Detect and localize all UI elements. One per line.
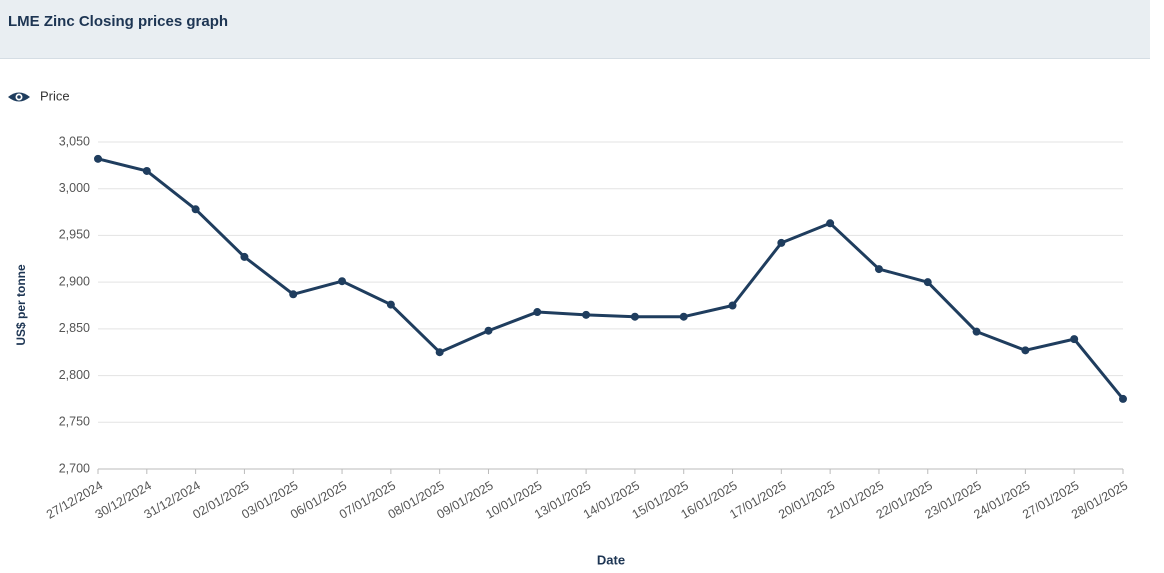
point	[338, 277, 347, 286]
y-tick-label: 3,050	[59, 134, 90, 148]
x-axis-label: Date	[597, 552, 625, 567]
y-axis-label: US$ per tonne	[14, 264, 28, 346]
y-tick-label: 2,950	[59, 228, 90, 242]
point	[777, 238, 786, 247]
y-tick-label: 2,700	[59, 461, 90, 475]
point	[435, 348, 444, 357]
line	[97, 157, 1125, 400]
point	[191, 205, 200, 214]
point	[240, 252, 249, 261]
y-tick-label: 2,800	[59, 368, 90, 382]
point	[533, 308, 542, 317]
y-tick-label: 2,850	[59, 321, 90, 335]
point	[484, 326, 493, 335]
point	[1070, 335, 1079, 344]
point	[1119, 394, 1127, 403]
legend-item[interactable]	[8, 92, 30, 102]
y-tick-label: 3,000	[59, 181, 90, 195]
legend-label[interactable]: Price	[40, 88, 70, 103]
point	[630, 312, 639, 321]
point	[728, 301, 737, 310]
point	[582, 310, 591, 319]
point	[679, 312, 688, 321]
y-tick-label: 2,750	[59, 415, 90, 429]
point	[874, 265, 883, 274]
point	[826, 219, 835, 228]
point	[1021, 346, 1030, 355]
header: LME Zinc Closing prices graph	[0, 0, 1150, 59]
x-tick-label: 28/01/2025	[1069, 478, 1130, 521]
y-tick-label: 2,900	[59, 274, 90, 288]
point	[142, 166, 151, 175]
legend-icon-pupil	[17, 95, 21, 99]
chart-title: LME Zinc Closing prices graph	[8, 13, 229, 30]
point	[972, 327, 981, 336]
point	[289, 290, 298, 299]
point	[94, 154, 102, 163]
point	[386, 300, 395, 309]
point	[923, 278, 932, 287]
